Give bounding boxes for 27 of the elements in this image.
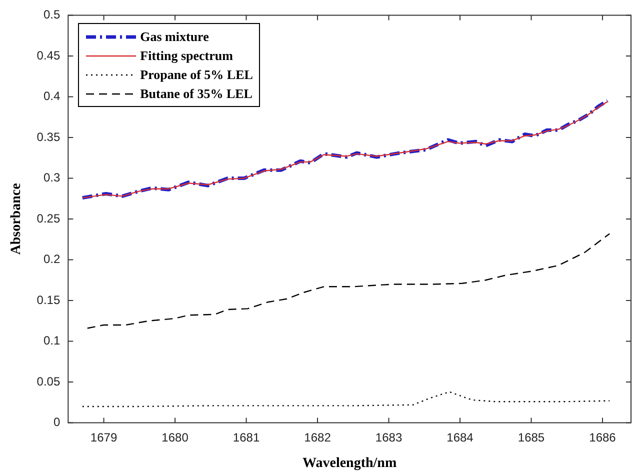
y-tick-label: 0.3 [43, 170, 60, 185]
y-tick-label: 0.05 [36, 374, 60, 388]
x-tick-label: 1683 [375, 430, 402, 444]
y-tick-label: 0.2 [43, 252, 60, 266]
x-tick-label: 1680 [162, 430, 189, 444]
x-tick-label: 1684 [446, 430, 474, 444]
y-tick-label: 0.15 [36, 292, 60, 307]
legend-label: Fitting spectrum [140, 48, 233, 64]
y-tick-label: 0.1 [43, 334, 60, 348]
line-series [86, 233, 610, 329]
y-tick-label: 0.35 [36, 130, 60, 144]
x-tick-label: 1685 [518, 430, 545, 444]
line-series [82, 391, 610, 408]
legend-label: Propane of 5% LEL [140, 66, 253, 83]
y-tick-label: 0.25 [36, 211, 60, 226]
y-tick-label: 0.5 [43, 8, 60, 22]
x-tick-label: 1681 [232, 430, 260, 444]
y-tick-label: 0.45 [36, 48, 60, 62]
x-tick-label: 1686 [589, 430, 616, 444]
legend-label: Butane of 35% LEL [140, 86, 252, 102]
y-tick-label: 0 [53, 415, 60, 430]
y-tick-label: 0.4 [43, 89, 60, 104]
x-tick-label: 1679 [90, 430, 118, 444]
y-axis-title: Absorbance [9, 183, 24, 255]
x-axis-title: Wavelength/nm [302, 456, 397, 472]
x-tick-label: 1682 [304, 430, 332, 444]
legend-label: Gas mixture [140, 28, 209, 45]
